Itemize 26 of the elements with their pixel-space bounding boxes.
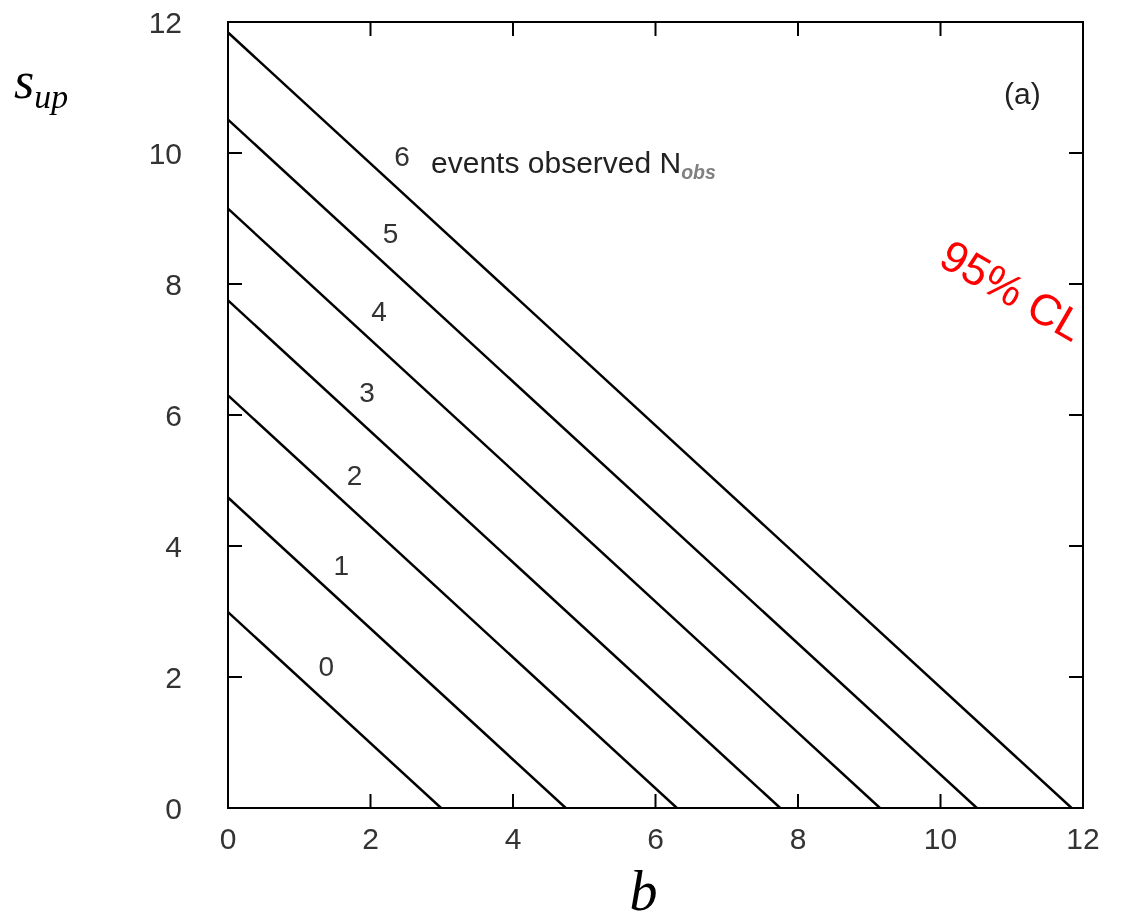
y-tick-label: 2: [165, 660, 182, 694]
x-tick-label: 4: [504, 822, 522, 856]
y-tick-label: 10: [148, 136, 182, 170]
y-tick-label: 8: [165, 267, 182, 301]
series-label: 3: [359, 376, 375, 408]
series-label: 2: [346, 460, 363, 492]
x-axis-title: b: [629, 860, 658, 918]
y-tick-label: 0: [165, 791, 182, 825]
series-label: 4: [371, 295, 387, 327]
series-label: 6: [394, 140, 410, 172]
y-axis-title: s$_{up}$: [14, 52, 69, 116]
series-label: 5: [382, 217, 399, 249]
annotation: 95% CL: [932, 229, 1093, 351]
series-label: 0: [318, 651, 335, 683]
x-tick-label: 12: [1066, 822, 1100, 856]
y-tick-label: 4: [165, 529, 182, 563]
x-tick-label: 6: [647, 822, 664, 856]
annotation: events observed N$_{obs}$: [431, 145, 717, 183]
x-tick-label: 10: [923, 822, 958, 856]
y-tick-label: 6: [165, 398, 182, 432]
annotation: (a): [1004, 76, 1041, 110]
x-tick-label: 0: [219, 822, 237, 856]
x-tick-label: 8: [789, 822, 807, 856]
y-tick-label: 12: [148, 5, 182, 39]
series-label: 1: [333, 550, 350, 582]
x-tick-label: 2: [362, 822, 379, 856]
